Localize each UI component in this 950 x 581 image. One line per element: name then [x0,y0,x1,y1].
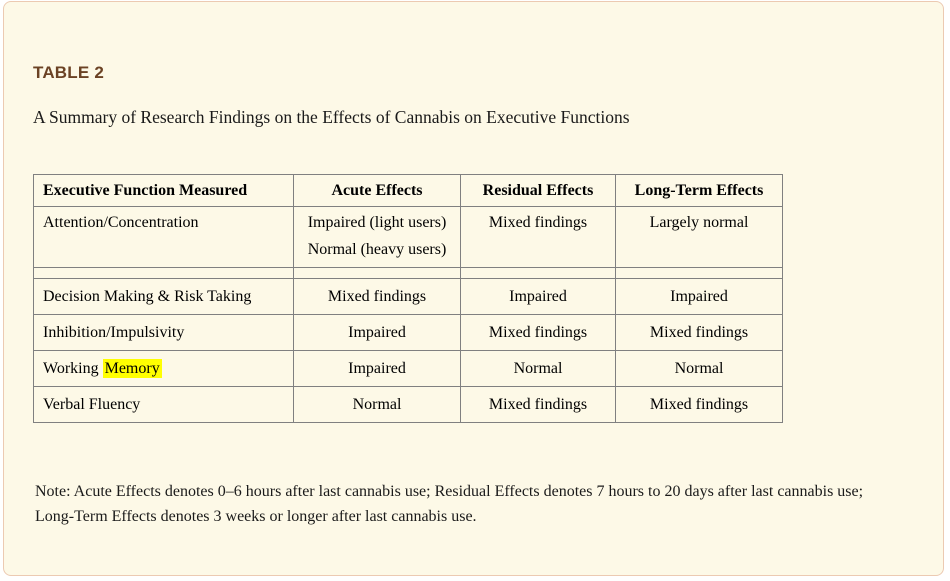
table-row: Decision Making & Risk Taking Mixed find… [33,278,783,315]
effects-table: Executive Function Measured Acute Effect… [33,174,783,423]
table-row: Verbal Fluency Normal Mixed findings Mix… [33,386,783,423]
page-title: A Summary of Research Findings on the Ef… [33,107,630,127]
column-header-longterm: Long-Term Effects [615,174,783,207]
highlighted-text: Memory [102,358,162,378]
cell-longterm: Mixed findings [615,314,783,351]
spacer-cell [615,267,783,279]
table-row: Working Memory Impaired Normal Normal [33,350,783,387]
spacer-row [33,267,783,279]
column-header-function: Executive Function Measured [33,174,294,207]
table-label: TABLE 2 [33,63,104,82]
cell-acute-line1: Impaired (light users) [307,214,447,231]
cell-function-prefix: Working [43,359,103,377]
cell-acute: Impaired [293,350,461,387]
document-card: TABLE 2 A Summary of Research Findings o… [3,1,944,576]
cell-function: Decision Making & Risk Taking [33,278,294,315]
cell-residual: Mixed findings [460,314,616,351]
table-row: Inhibition/Impulsivity Impaired Mixed fi… [33,314,783,351]
table-row: Attention/Concentration Impaired (light … [33,206,783,268]
cell-longterm: Normal [615,350,783,387]
table-note: Note: Acute Effects denotes 0–6 hours af… [35,483,864,525]
column-header-acute: Acute Effects [293,174,461,207]
cell-function: Verbal Fluency [33,386,294,423]
cell-function: Working Memory [33,350,294,387]
cell-residual: Normal [460,350,616,387]
cell-longterm: Largely normal [615,206,783,268]
spacer-cell [293,267,461,279]
cell-acute: Normal [293,386,461,423]
cell-longterm: Mixed findings [615,386,783,423]
cell-function: Inhibition/Impulsivity [33,314,294,351]
cell-residual: Mixed findings [460,386,616,423]
cell-longterm: Impaired [615,278,783,315]
cell-residual: Impaired [460,278,616,315]
cell-acute: Mixed findings [293,278,461,315]
spacer-cell [460,267,616,279]
spacer-cell [33,267,294,279]
cell-acute: Impaired [293,314,461,351]
header-row: Executive Function Measured Acute Effect… [33,174,783,207]
cell-function: Attention/Concentration [33,206,294,268]
cell-acute: Impaired (light users) Normal (heavy use… [293,206,461,268]
cell-residual: Mixed findings [460,206,616,268]
cell-acute-line2: Normal (heavy users) [307,241,447,258]
column-header-residual: Residual Effects [460,174,616,207]
